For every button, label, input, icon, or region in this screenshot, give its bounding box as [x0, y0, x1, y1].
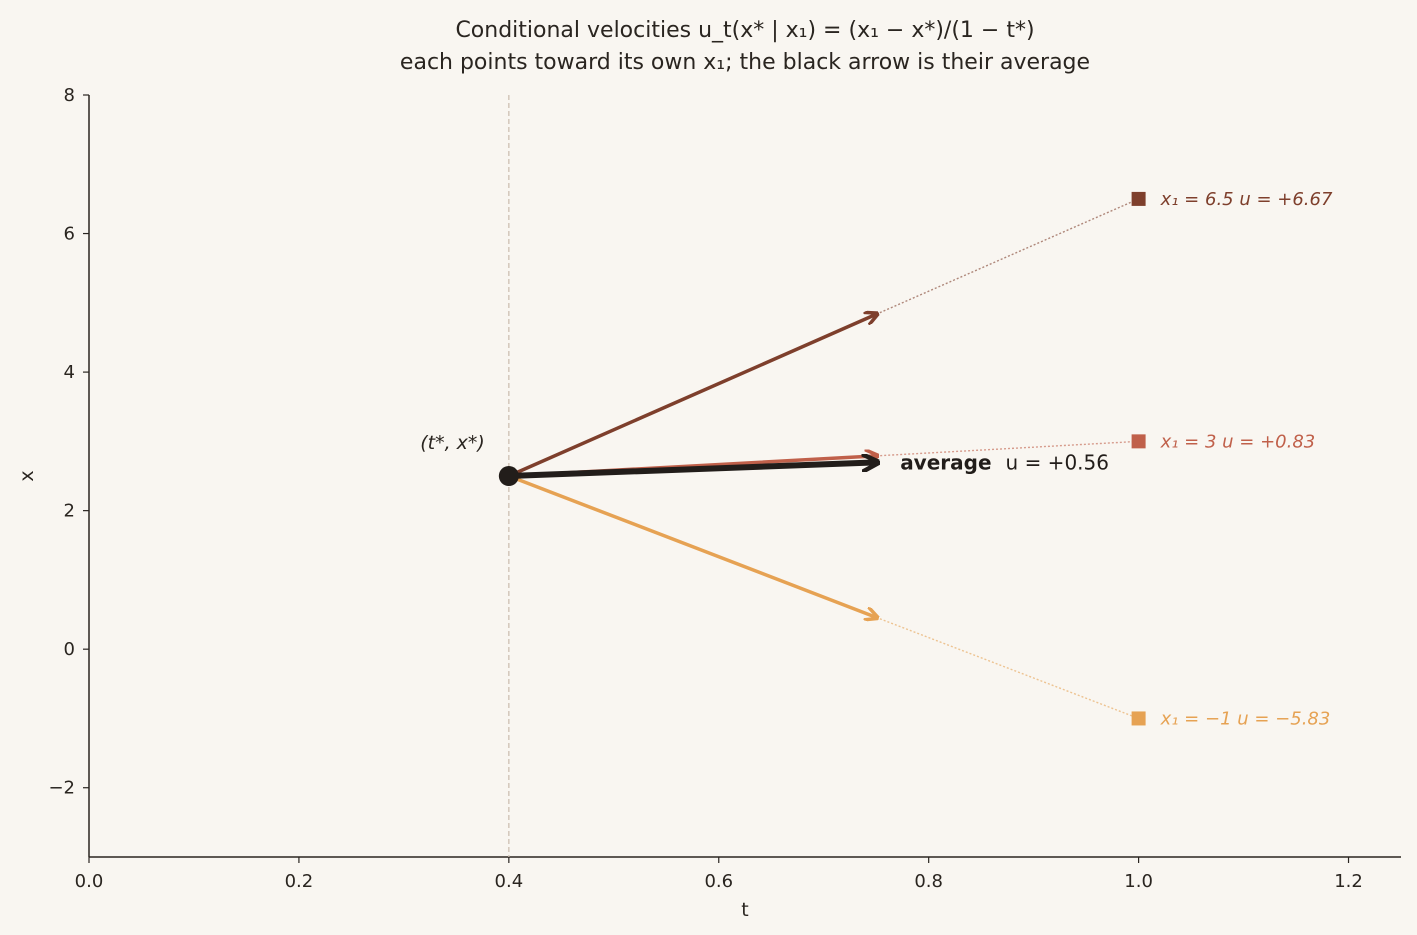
chart-subtitle: each points toward its own x₁; the black…: [400, 50, 1090, 75]
x-tick-label: 0.6: [704, 871, 733, 892]
y-tick-label: 6: [64, 224, 75, 245]
axes: 0.0 0.2 0.4 0.6 0.8 1.0 1.2 −2 0 2 4 6 8: [48, 85, 1401, 892]
x-tick-label: 1.2: [1334, 871, 1363, 892]
target-guide-line: [875, 616, 1139, 720]
target-label: x₁ = −1 u = −5.83: [1160, 708, 1331, 729]
x-tick-label: 0.2: [285, 871, 314, 892]
target-guide-line: [875, 198, 1139, 315]
x-axis-label: t: [741, 899, 748, 921]
y-axis-label: x: [16, 470, 38, 481]
y-tick-label: 0: [64, 639, 75, 660]
y-tick-label: −2: [48, 778, 75, 799]
x-tick-label: 0.4: [495, 871, 524, 892]
velocity-arrow: [507, 314, 876, 478]
target-marker: [1131, 434, 1146, 449]
target-marker: [1131, 711, 1146, 726]
y-tick-label: 4: [64, 362, 75, 383]
x-tick-label: 1.0: [1124, 871, 1153, 892]
average-arrow: [505, 462, 876, 479]
plot-marks: x₁ = 6.5 u = +6.67 x₁ = 3 u = +0.83 x₁ = −…: [420, 95, 1333, 857]
target-label: x₁ = 6.5 u = +6.67: [1160, 189, 1333, 210]
target-label: x₁ = 3 u = +0.83: [1160, 431, 1316, 452]
x-tick-label: 0.8: [914, 871, 943, 892]
average-label-value: u = +0.56: [1006, 450, 1109, 474]
y-tick-label: 8: [64, 85, 75, 106]
start-point-label: (t*, x*): [420, 432, 485, 454]
chart-title: Conditional velocities u_t(x* | x₁) = (x…: [455, 18, 1034, 43]
velocity-arrow: [507, 474, 876, 617]
average-label-bold: average: [900, 450, 991, 474]
x-tick-label: 0.0: [75, 871, 104, 892]
target-marker: [1131, 191, 1146, 206]
average-label: average u = +0.56: [900, 450, 1109, 474]
start-point: [498, 466, 519, 486]
y-tick-label: 2: [64, 501, 75, 522]
